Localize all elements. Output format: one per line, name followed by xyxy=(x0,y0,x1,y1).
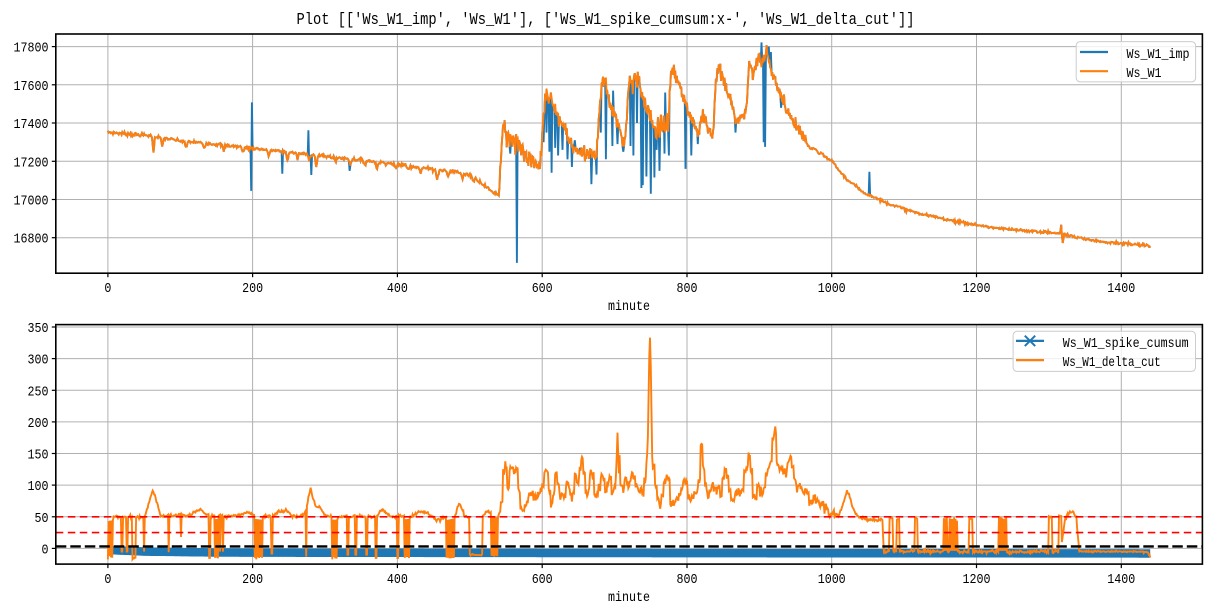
svg-text:1000: 1000 xyxy=(818,281,846,297)
svg-text:300: 300 xyxy=(28,353,49,369)
svg-text:minute: minute xyxy=(608,590,650,606)
svg-text:1000: 1000 xyxy=(818,572,846,588)
svg-text:150: 150 xyxy=(28,448,49,464)
svg-text:17800: 17800 xyxy=(14,41,49,57)
svg-text:1400: 1400 xyxy=(1107,281,1135,297)
svg-text:1400: 1400 xyxy=(1107,572,1135,588)
svg-text:200: 200 xyxy=(28,416,49,432)
svg-text:17400: 17400 xyxy=(14,117,49,133)
svg-text:Ws_W1_delta_cut: Ws_W1_delta_cut xyxy=(1063,355,1161,371)
svg-text:200: 200 xyxy=(242,281,263,297)
svg-text:0: 0 xyxy=(104,572,111,588)
svg-text:200: 200 xyxy=(242,572,263,588)
svg-text:600: 600 xyxy=(532,281,553,297)
svg-text:16800: 16800 xyxy=(14,232,49,248)
svg-text:17600: 17600 xyxy=(14,79,49,95)
svg-text:350: 350 xyxy=(28,321,49,337)
svg-text:Ws_W1_imp: Ws_W1_imp xyxy=(1127,47,1190,63)
svg-text:17000: 17000 xyxy=(14,194,49,210)
svg-text:1200: 1200 xyxy=(963,281,991,297)
svg-text:Plot [['Ws_W1_imp', 'Ws_W1'],: Plot [['Ws_W1_imp', 'Ws_W1'], ['Ws_W1_sp… xyxy=(297,11,915,30)
svg-text:Ws_W1_spike_cumsum: Ws_W1_spike_cumsum xyxy=(1063,336,1189,352)
svg-text:Ws_W1: Ws_W1 xyxy=(1127,66,1162,82)
svg-text:50: 50 xyxy=(35,511,49,527)
svg-text:400: 400 xyxy=(387,281,408,297)
svg-text:600: 600 xyxy=(532,572,553,588)
svg-text:1200: 1200 xyxy=(963,572,991,588)
svg-text:minute: minute xyxy=(608,299,650,315)
svg-text:17200: 17200 xyxy=(14,155,49,171)
svg-text:0: 0 xyxy=(104,281,111,297)
svg-text:250: 250 xyxy=(28,384,49,400)
svg-text:800: 800 xyxy=(677,572,698,588)
svg-text:0: 0 xyxy=(42,542,49,558)
svg-text:800: 800 xyxy=(677,281,698,297)
svg-text:100: 100 xyxy=(28,479,49,495)
svg-text:400: 400 xyxy=(387,572,408,588)
